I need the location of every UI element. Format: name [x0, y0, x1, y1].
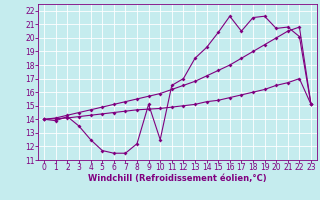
X-axis label: Windchill (Refroidissement éolien,°C): Windchill (Refroidissement éolien,°C): [88, 174, 267, 183]
